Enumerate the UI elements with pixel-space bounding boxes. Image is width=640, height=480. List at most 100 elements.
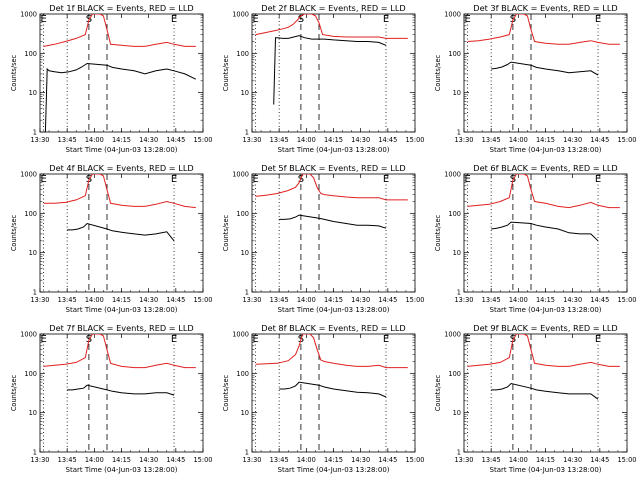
data-series-line bbox=[67, 384, 175, 396]
data-series-line bbox=[467, 334, 620, 367]
y-tick-label: 100 bbox=[448, 370, 461, 378]
plot-frame bbox=[463, 13, 628, 133]
y-tick-label: 1 bbox=[33, 289, 37, 297]
x-tick-label: 13:45 bbox=[270, 456, 289, 464]
x-tick-label: 14:30 bbox=[351, 296, 370, 304]
data-series-line bbox=[467, 174, 620, 209]
data-series-line bbox=[255, 334, 408, 369]
y-tick-label: 10 bbox=[241, 409, 249, 417]
x-tick-label: 14:15 bbox=[112, 136, 131, 144]
y-axis-label: Counts/sec bbox=[222, 374, 230, 411]
x-tick-label: 13:30 bbox=[30, 456, 49, 464]
y-tick-label: 1 bbox=[245, 289, 249, 297]
chart-title: Det 3f BLACK = Events, RED = LLD bbox=[473, 3, 617, 13]
y-tick-label: 10 bbox=[241, 89, 249, 97]
x-axis-label: Start Time (04-Jun-03 13:28:00) bbox=[278, 306, 390, 314]
y-axis-label: Counts/sec bbox=[434, 214, 442, 251]
plot-frame bbox=[463, 173, 628, 293]
x-tick-label: 13:45 bbox=[270, 296, 289, 304]
x-tick-label: 14:15 bbox=[324, 456, 343, 464]
data-series-line bbox=[491, 382, 599, 400]
time-marker-label: E bbox=[252, 174, 258, 185]
time-marker-label: E bbox=[383, 174, 389, 185]
y-tick-label: 1000 bbox=[20, 331, 37, 339]
x-axis-label: Start Time (04-Jun-03 13:28:00) bbox=[490, 146, 602, 154]
x-tick-label: 14:30 bbox=[351, 136, 370, 144]
x-tick-label: 14:00 bbox=[509, 296, 528, 304]
chart-panel: Det 6f BLACK = Events, RED = LLD 13:30 13:… bbox=[434, 163, 637, 314]
y-tick-label: 1000 bbox=[232, 11, 249, 19]
data-series-line bbox=[43, 174, 196, 209]
x-tick-label: 14:45 bbox=[378, 456, 397, 464]
x-tick-label: 14:00 bbox=[297, 456, 316, 464]
data-series-line bbox=[273, 35, 387, 105]
x-tick-label: 15:00 bbox=[193, 136, 212, 144]
x-tick-label: 13:45 bbox=[482, 296, 501, 304]
y-axis-label: Counts/sec bbox=[10, 214, 18, 251]
chart-title: Det 5f BLACK = Events, RED = LLD bbox=[261, 163, 405, 173]
y-tick-label: 10 bbox=[453, 409, 461, 417]
y-tick-label: 100 bbox=[24, 210, 37, 218]
x-tick-label: 14:30 bbox=[139, 296, 158, 304]
data-series-line bbox=[491, 221, 599, 242]
x-tick-label: 15:00 bbox=[405, 136, 424, 144]
x-axis-label: Start Time (04-Jun-03 13:28:00) bbox=[278, 146, 390, 154]
x-tick-label: 13:30 bbox=[454, 456, 473, 464]
x-tick-label: 14:30 bbox=[351, 456, 370, 464]
time-marker-label: E bbox=[464, 174, 470, 185]
chart-panel: Det 5f BLACK = Events, RED = LLD 13:30 13:… bbox=[222, 163, 425, 314]
x-tick-label: 13:30 bbox=[242, 456, 261, 464]
data-series-line bbox=[43, 14, 196, 47]
y-tick-label: 10 bbox=[453, 249, 461, 257]
x-tick-label: 14:45 bbox=[590, 136, 609, 144]
y-tick-label: 10 bbox=[29, 409, 37, 417]
chart-title: Det 1f BLACK = Events, RED = LLD bbox=[49, 3, 193, 13]
data-series-line bbox=[279, 381, 387, 398]
x-tick-label: 13:45 bbox=[58, 136, 77, 144]
y-tick-label: 100 bbox=[448, 210, 461, 218]
time-marker-label: S bbox=[298, 14, 304, 25]
x-tick-label: 14:00 bbox=[509, 456, 528, 464]
x-tick-label: 13:45 bbox=[270, 136, 289, 144]
x-tick-label: 14:45 bbox=[166, 456, 185, 464]
time-marker-label: E bbox=[595, 334, 601, 345]
x-tick-label: 14:15 bbox=[536, 136, 555, 144]
data-series-line bbox=[491, 61, 599, 76]
time-marker-label: E bbox=[383, 334, 389, 345]
y-tick-label: 1000 bbox=[444, 11, 461, 19]
y-tick-label: 10 bbox=[29, 249, 37, 257]
time-marker-label: E bbox=[252, 334, 258, 345]
y-tick-label: 1 bbox=[33, 129, 37, 137]
y-tick-label: 100 bbox=[24, 50, 37, 58]
time-marker-label: E bbox=[40, 14, 46, 25]
x-tick-label: 15:00 bbox=[193, 296, 212, 304]
chart-title: Det 9f BLACK = Events, RED = LLD bbox=[473, 323, 617, 333]
time-marker-label: E bbox=[383, 14, 389, 25]
data-series-line bbox=[279, 214, 387, 229]
y-tick-label: 1 bbox=[457, 289, 461, 297]
chart-title: Det 7f BLACK = Events, RED = LLD bbox=[49, 323, 193, 333]
chart-panel: Det 3f BLACK = Events, RED = LLD 13:30 13:… bbox=[434, 3, 637, 154]
x-tick-label: 13:30 bbox=[30, 136, 49, 144]
x-tick-label: 14:00 bbox=[297, 296, 316, 304]
x-tick-label: 14:15 bbox=[324, 136, 343, 144]
x-tick-label: 15:00 bbox=[405, 456, 424, 464]
time-marker-label: E bbox=[464, 14, 470, 25]
y-tick-label: 100 bbox=[24, 370, 37, 378]
chart-panel: Det 2f BLACK = Events, RED = LLD 13:30 13:… bbox=[222, 3, 425, 154]
x-tick-label: 14:00 bbox=[85, 136, 104, 144]
chart-title: Det 6f BLACK = Events, RED = LLD bbox=[473, 163, 617, 173]
x-tick-label: 15:00 bbox=[405, 296, 424, 304]
chart-panel: Det 9f BLACK = Events, RED = LLD 13:30 13:… bbox=[434, 323, 637, 474]
x-tick-label: 14:15 bbox=[112, 456, 131, 464]
x-tick-label: 14:45 bbox=[166, 136, 185, 144]
y-tick-label: 1 bbox=[457, 129, 461, 137]
x-tick-label: 13:30 bbox=[242, 136, 261, 144]
x-tick-label: 14:00 bbox=[509, 136, 528, 144]
chart-panel: Det 8f BLACK = Events, RED = LLD 13:30 13:… bbox=[222, 323, 425, 474]
y-tick-label: 100 bbox=[236, 210, 249, 218]
data-series-line bbox=[67, 222, 175, 242]
x-tick-label: 13:30 bbox=[242, 296, 261, 304]
x-tick-label: 14:30 bbox=[139, 136, 158, 144]
